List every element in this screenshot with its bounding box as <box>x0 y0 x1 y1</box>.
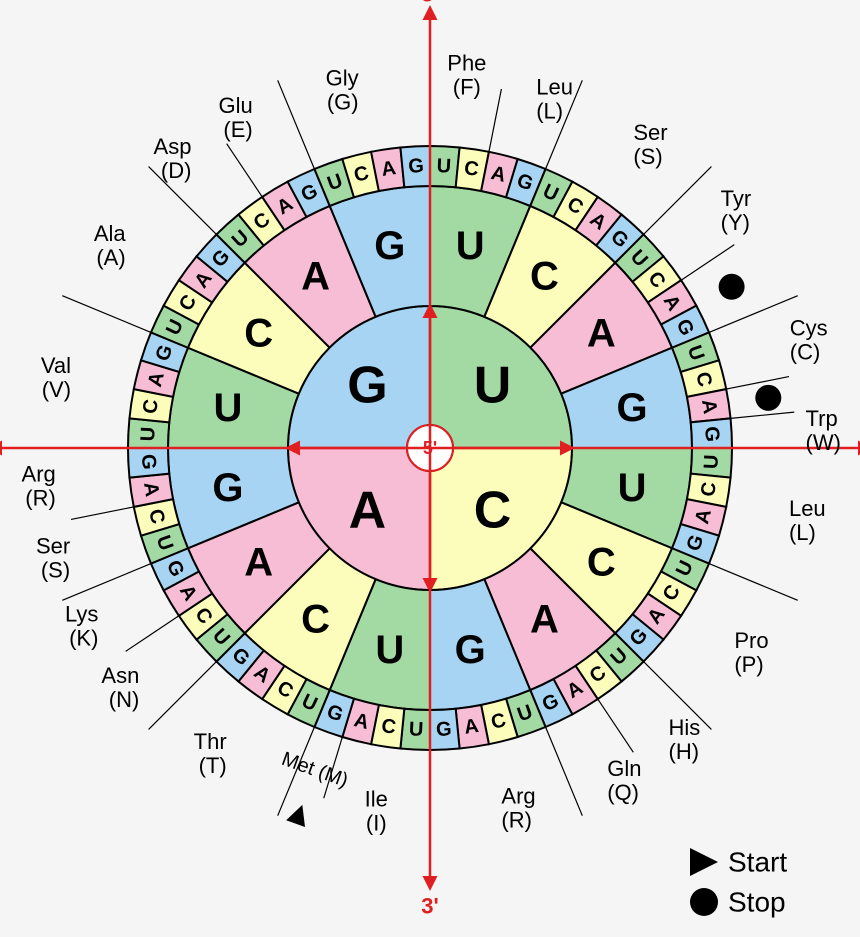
amino-Arg-46: Arg <box>22 461 56 486</box>
amino-letter-Arg-28: (R) <box>501 807 532 832</box>
amino-Glu-58: Glu <box>219 93 253 118</box>
stop-dot <box>719 274 745 300</box>
amino-letter-Gln-26: (Q) <box>607 780 639 805</box>
amino-letter-Ser-44: (S) <box>41 558 70 583</box>
ring1-label-U: U <box>474 356 512 414</box>
ring3-label-GGG: G <box>408 155 425 178</box>
divider <box>126 616 179 652</box>
amino-letter-Leu-16: (L) <box>789 520 816 545</box>
amino-letter-Cys-12: (C) <box>790 339 821 364</box>
divider <box>546 727 583 816</box>
divider <box>598 699 634 752</box>
amino-letter-Gly-60: (G) <box>327 90 359 115</box>
amino-Gly-60: Gly <box>326 66 359 91</box>
amino-Asp-56: Asp <box>154 134 192 159</box>
stop-dot <box>755 385 781 411</box>
amino-Asn-40: Asn <box>101 663 139 688</box>
ring2-label-UU: U <box>456 224 485 268</box>
divider <box>227 144 263 197</box>
amino-letter-Pro-20: (P) <box>734 652 763 677</box>
amino-Leu-2: Leu <box>536 74 573 99</box>
amino-Thr-36: Thr <box>194 729 227 754</box>
amino-Gln-26: Gln <box>607 756 641 781</box>
legend <box>690 848 718 916</box>
start-triangle <box>286 801 312 827</box>
amino-letter-Glu-58: (E) <box>223 117 252 142</box>
divider <box>71 507 134 519</box>
amino-letter-Val-48: (V) <box>42 377 71 402</box>
divider <box>149 662 217 730</box>
ring2-label-CC: C <box>587 540 616 584</box>
amino-Leu-16: Leu <box>789 496 826 521</box>
ring3-label-CUU: U <box>700 454 723 470</box>
ring2-label-GC: C <box>244 312 273 356</box>
amino-letter-Leu-2: (L) <box>536 98 563 123</box>
divider <box>726 377 789 389</box>
axis-label-0: 3' <box>421 0 438 7</box>
legend-start: Start <box>728 847 787 878</box>
amino-Cys-12: Cys <box>790 315 828 340</box>
amino-Lys-42: Lys <box>65 602 98 627</box>
amino-Trp-15: Trp <box>806 406 838 431</box>
ring3-label-CGG: G <box>436 718 453 741</box>
divider <box>731 412 795 418</box>
divider <box>489 89 501 152</box>
amino-letter-Lys-42: (K) <box>69 626 98 651</box>
ring2-label-CA: A <box>530 597 559 641</box>
amino-letter-His-24: (H) <box>669 739 700 764</box>
amino-letter-Arg-46: (R) <box>25 485 56 510</box>
amino-letter-Asp-56: (D) <box>161 158 192 183</box>
amino-letter-Phe-0: (F) <box>453 74 481 99</box>
ring1-label-G: G <box>347 356 387 414</box>
divider <box>681 245 734 281</box>
amino-letter-Thr-36: (T) <box>199 753 227 778</box>
ring3-label-AUU: U <box>408 718 424 741</box>
divider <box>62 296 151 333</box>
ring2-label-UC: C <box>530 255 559 299</box>
amino-Pro-20: Pro <box>734 628 768 653</box>
amino-Met: Met (M) <box>279 748 351 792</box>
ring2-label-AA: A <box>244 540 273 584</box>
ring2-label-GA: A <box>301 255 330 299</box>
axis-label-2: 3' <box>421 894 438 919</box>
amino-letter-Trp-15: (W) <box>806 430 841 455</box>
ring2-label-UA: A <box>587 312 616 356</box>
amino-Ala-52: Ala <box>94 221 127 246</box>
ring2-label-CU: U <box>618 466 647 510</box>
amino-Phe-0: Phe <box>447 50 486 75</box>
codon-wheel: UCAGUCAGUCAGUCAGUCAGUCAGUCAGUCAGUCAGUCAG… <box>0 0 860 937</box>
amino-letter-Tyr-8: (Y) <box>721 210 750 235</box>
legend-stop: Stop <box>728 887 786 918</box>
divider <box>278 80 315 169</box>
ring2-label-AC: C <box>301 597 330 641</box>
ring2-label-AU: U <box>375 628 404 672</box>
amino-letter-Ile-32: (I) <box>366 811 387 836</box>
amino-Arg-28: Arg <box>501 783 535 808</box>
amino-Ser-4: Ser <box>633 120 667 145</box>
ring3-label-UGG: G <box>700 426 723 443</box>
ring2-label-CG: G <box>455 628 486 672</box>
ring2-label-GU: U <box>214 386 243 430</box>
divider <box>709 564 798 601</box>
amino-letter-Ala-52: (A) <box>96 245 125 270</box>
ring3-label-UUU: U <box>436 155 452 178</box>
amino-His-24: His <box>669 715 701 740</box>
ring2-label-GG: G <box>374 224 405 268</box>
amino-Val-48: Val <box>41 353 71 378</box>
divider <box>62 564 151 601</box>
divider <box>709 296 798 333</box>
ring2-label-AG: G <box>212 466 243 510</box>
ring3-label-AGG: G <box>137 454 160 471</box>
ring1-label-C: C <box>474 482 512 540</box>
divider <box>644 167 712 235</box>
amino-letter-Ser-4: (S) <box>633 144 662 169</box>
ring1-label-A: A <box>349 482 387 540</box>
amino-Ile-32: Ile <box>365 787 388 812</box>
ring2-label-UG: G <box>616 386 647 430</box>
ring3-label-GUU: U <box>137 426 160 442</box>
amino-letter-Asn-40: (N) <box>109 687 140 712</box>
amino-Tyr-8: Tyr <box>721 186 752 211</box>
amino-Ser-44: Ser <box>36 534 70 559</box>
